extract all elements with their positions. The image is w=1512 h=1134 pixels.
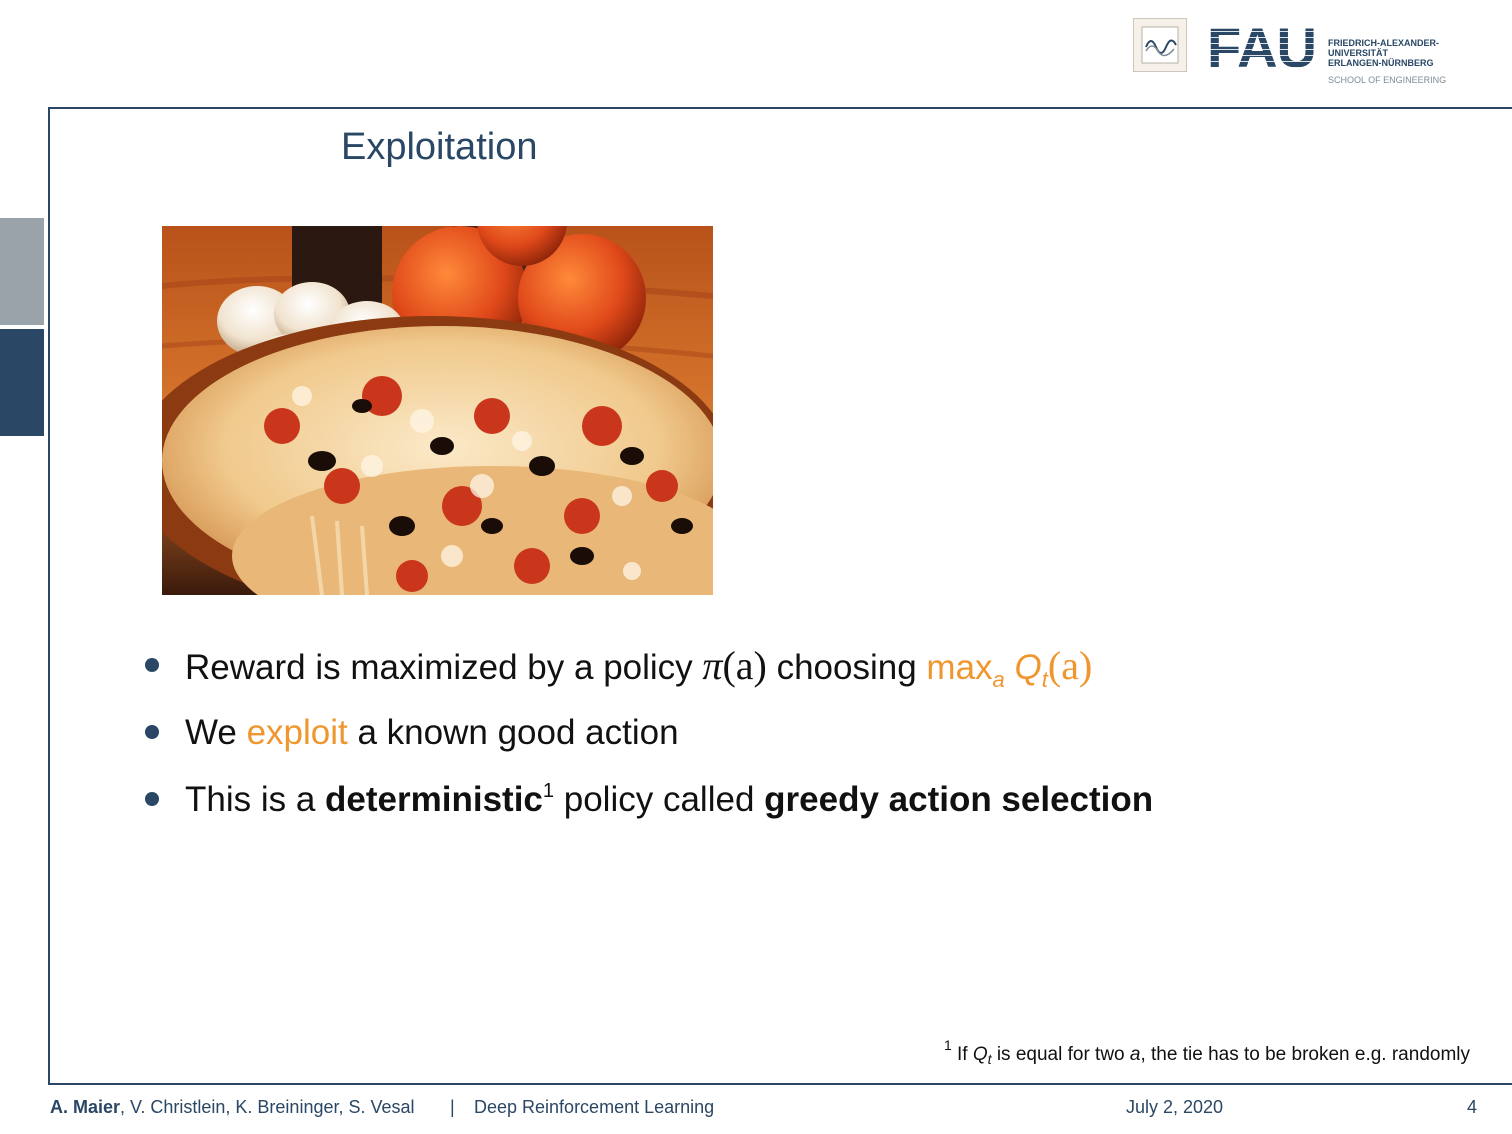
footer-date: July 2, 2020	[1126, 1097, 1224, 1117]
slide-frame	[48, 107, 1512, 1085]
university-name-line3: ERLANGEN-NÜRNBERG	[1328, 58, 1434, 68]
footer-course: Deep Reinforcement Learning	[474, 1097, 715, 1117]
math-pi-arg: (a)	[722, 643, 767, 688]
pizza-photo	[162, 226, 713, 595]
term-greedy: greedy action selection	[764, 780, 1154, 819]
university-name: FRIEDRICH-ALEXANDER- UNIVERSITÄT ERLANGE…	[1328, 38, 1439, 68]
slide-title: Exploitation	[341, 126, 538, 168]
footer-authors: A. Maier, V. Christlein, K. Breininger, …	[50, 1097, 415, 1117]
math-max: maxa Qt(a)	[926, 643, 1093, 692]
section-tab-inactive	[0, 218, 44, 325]
university-name-line2: UNIVERSITÄT	[1328, 48, 1389, 58]
footnote: 1 If Qt is equal for two a, the tie has …	[943, 1037, 1470, 1067]
footer-page-number: 4	[1467, 1097, 1478, 1117]
bullet-deterministic: This is a deterministic1 policy called g…	[140, 766, 1153, 833]
bullet-policy: Reward is maximized by a policy π(a) cho…	[140, 632, 1153, 699]
header-logos: FAU FRIEDRICH-ALEXANDER- UNIVERSITÄT ERL…	[1133, 18, 1463, 88]
fau-logo: FAU	[1207, 16, 1317, 79]
faculty-logo-icon	[1133, 18, 1187, 72]
highlight-exploit: exploit	[246, 713, 348, 752]
math-pi: π	[702, 643, 723, 688]
footnote-mark: 1	[542, 780, 555, 802]
bullet-exploit: We exploit a known good action	[140, 699, 1153, 766]
section-tab-active	[0, 329, 44, 436]
footer-separator: |	[450, 1097, 455, 1117]
school-name: SCHOOL OF ENGINEERING	[1328, 75, 1447, 85]
term-deterministic: deterministic	[325, 780, 543, 819]
university-name-line1: FRIEDRICH-ALEXANDER-	[1328, 38, 1439, 48]
bullet-list: Reward is maximized by a policy π(a) cho…	[140, 632, 1153, 833]
